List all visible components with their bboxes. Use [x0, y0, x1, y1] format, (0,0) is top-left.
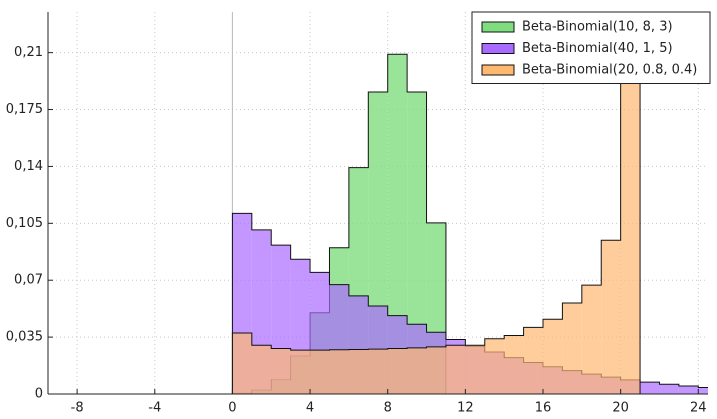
bar: [348, 349, 369, 394]
bar: [465, 345, 485, 394]
legend-swatch: [481, 43, 515, 54]
x-tick-label: 8: [384, 401, 392, 416]
bar: [426, 346, 446, 394]
bar: [484, 338, 505, 394]
bar: [678, 386, 699, 394]
legend-label: Beta-Binomial(10, 8, 3): [522, 20, 673, 35]
bar: [368, 349, 388, 394]
bar: [543, 319, 563, 394]
legend-label: Beta-Binomial(40, 1, 5): [522, 41, 673, 56]
legend-label: Beta-Binomial(20, 0.8, 0.4): [522, 63, 697, 78]
bar: [640, 382, 660, 394]
bar: [562, 302, 582, 394]
x-tick-label: -4: [148, 401, 161, 416]
x-tick-label: 16: [535, 401, 552, 416]
axes: -8 -4 0 4 8 12 16 20 24 0 0,035 0,07 0,105 0,14 0,175 0…: [6, 12, 708, 416]
bar: [407, 91, 427, 394]
legend-swatch: [481, 21, 515, 33]
y-tick-label: 0,14: [14, 159, 43, 174]
x-tick-label: 4: [306, 401, 314, 416]
step-outline: [231, 12, 641, 394]
y-tick-label: 0,175: [6, 102, 43, 117]
bar: [251, 345, 272, 394]
bar: [581, 285, 602, 394]
bar: [329, 349, 349, 394]
bar: [698, 387, 708, 394]
bar: [387, 54, 408, 394]
x-tick-label: 20: [612, 401, 629, 416]
plot-area: [231, 12, 708, 394]
y-tick-label: 0,105: [6, 216, 43, 231]
bar: [504, 335, 524, 394]
x-tick-label: -8: [71, 401, 84, 416]
bar: [232, 333, 252, 394]
bar: [407, 347, 427, 394]
bar: [620, 12, 641, 394]
bar: [271, 348, 291, 394]
bar: [601, 240, 621, 394]
x-tick-label: 24: [690, 401, 707, 416]
x-tick-label: 12: [457, 401, 474, 416]
bar: [523, 327, 543, 394]
legend-swatch: [481, 64, 515, 76]
x-tick-label: 0: [228, 401, 236, 416]
y-tick-label: 0,21: [14, 45, 43, 60]
y-tick-label: 0,035: [6, 330, 43, 345]
bar: [445, 345, 466, 394]
legend: Beta-Binomial(10, 8, 3) Beta-Binomial(40,…: [471, 11, 711, 84]
y-tick-label: 0,07: [14, 273, 43, 288]
bar: [387, 348, 408, 394]
bar: [290, 350, 311, 394]
y-tick-label: 0: [35, 387, 43, 402]
bar: [659, 384, 679, 394]
bar: [310, 350, 330, 394]
